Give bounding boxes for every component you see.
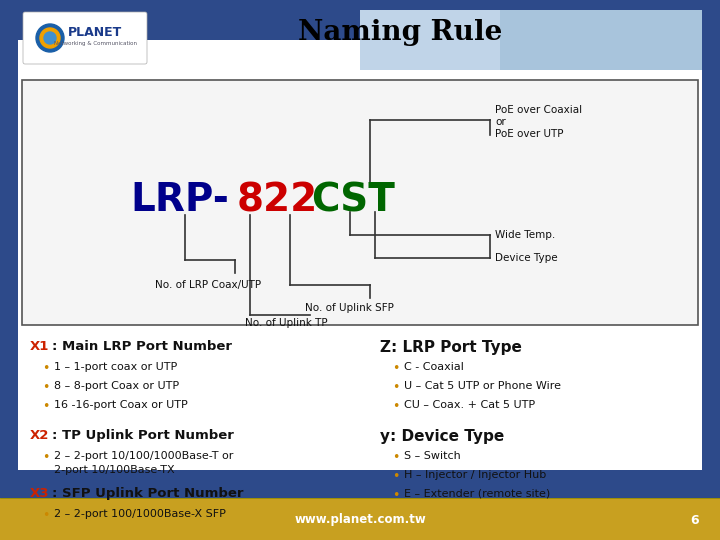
Circle shape xyxy=(44,32,56,44)
Text: •: • xyxy=(392,451,400,464)
Text: 1 – 1-port coax or UTP: 1 – 1-port coax or UTP xyxy=(54,362,177,372)
Text: CU – Coax. + Cat 5 UTP: CU – Coax. + Cat 5 UTP xyxy=(404,400,535,410)
Text: S – Switch: S – Switch xyxy=(404,451,461,461)
Text: PoE over UTP: PoE over UTP xyxy=(495,129,564,139)
Text: •: • xyxy=(392,362,400,375)
Text: 2 – 2-port 100/1000Base-X SFP: 2 – 2-port 100/1000Base-X SFP xyxy=(54,509,226,519)
Text: PLANET: PLANET xyxy=(68,25,122,38)
FancyBboxPatch shape xyxy=(23,12,147,64)
Circle shape xyxy=(40,28,60,48)
Text: 6: 6 xyxy=(690,514,699,526)
Text: X1: X1 xyxy=(30,340,50,353)
Text: Naming Rule: Naming Rule xyxy=(298,19,502,46)
Text: •: • xyxy=(392,381,400,394)
Text: or: or xyxy=(495,117,505,127)
Text: 822: 822 xyxy=(237,181,318,219)
Text: H – Injector / Injector Hub: H – Injector / Injector Hub xyxy=(404,470,546,480)
Text: X3: X3 xyxy=(30,487,50,500)
Text: y: Device Type: y: Device Type xyxy=(380,429,504,444)
Text: 2-port 10/100Base-TX: 2-port 10/100Base-TX xyxy=(54,465,175,475)
Text: www.planet.com.tw: www.planet.com.tw xyxy=(294,514,426,526)
Text: 2 – 2-port 10/100/1000Base-T or: 2 – 2-port 10/100/1000Base-T or xyxy=(54,451,233,461)
Text: U – Cat 5 UTP or Phone Wire: U – Cat 5 UTP or Phone Wire xyxy=(404,381,561,391)
Text: E – Extender (remote site): E – Extender (remote site) xyxy=(404,489,550,499)
Text: •: • xyxy=(392,400,400,413)
Text: No. of Uplink SFP: No. of Uplink SFP xyxy=(305,303,394,313)
Text: Device Type: Device Type xyxy=(495,253,557,263)
Text: No. of Uplink TP: No. of Uplink TP xyxy=(245,318,328,328)
Text: : SFP Uplink Port Number: : SFP Uplink Port Number xyxy=(52,487,243,500)
Text: C - Coaxial: C - Coaxial xyxy=(404,362,464,372)
Text: •: • xyxy=(392,489,400,502)
Text: No. of LRP Coax/UTP: No. of LRP Coax/UTP xyxy=(155,280,261,290)
Text: : Main LRP Port Number: : Main LRP Port Number xyxy=(52,340,232,353)
Text: Wide Temp.: Wide Temp. xyxy=(495,230,555,240)
Text: Networking & Communication: Networking & Communication xyxy=(53,40,137,45)
Text: LRP-: LRP- xyxy=(130,181,229,219)
Bar xyxy=(0,470,720,498)
Text: CST: CST xyxy=(311,181,395,219)
Text: •: • xyxy=(42,400,50,413)
Text: •: • xyxy=(42,381,50,394)
Bar xyxy=(360,10,702,70)
Text: X2: X2 xyxy=(30,429,50,442)
Text: : TP Uplink Port Number: : TP Uplink Port Number xyxy=(52,429,234,442)
Text: •: • xyxy=(42,451,50,464)
Bar xyxy=(22,80,698,325)
Bar xyxy=(0,498,720,540)
Text: •: • xyxy=(392,470,400,483)
Text: •: • xyxy=(42,509,50,522)
Text: 8 – 8-port Coax or UTP: 8 – 8-port Coax or UTP xyxy=(54,381,179,391)
Bar xyxy=(18,40,702,470)
Circle shape xyxy=(36,24,64,52)
Text: •: • xyxy=(42,362,50,375)
Text: Z: LRP Port Type: Z: LRP Port Type xyxy=(380,340,522,355)
Bar xyxy=(500,10,702,70)
Text: 16 -16-port Coax or UTP: 16 -16-port Coax or UTP xyxy=(54,400,188,410)
Text: PoE over Coaxial: PoE over Coaxial xyxy=(495,105,582,115)
